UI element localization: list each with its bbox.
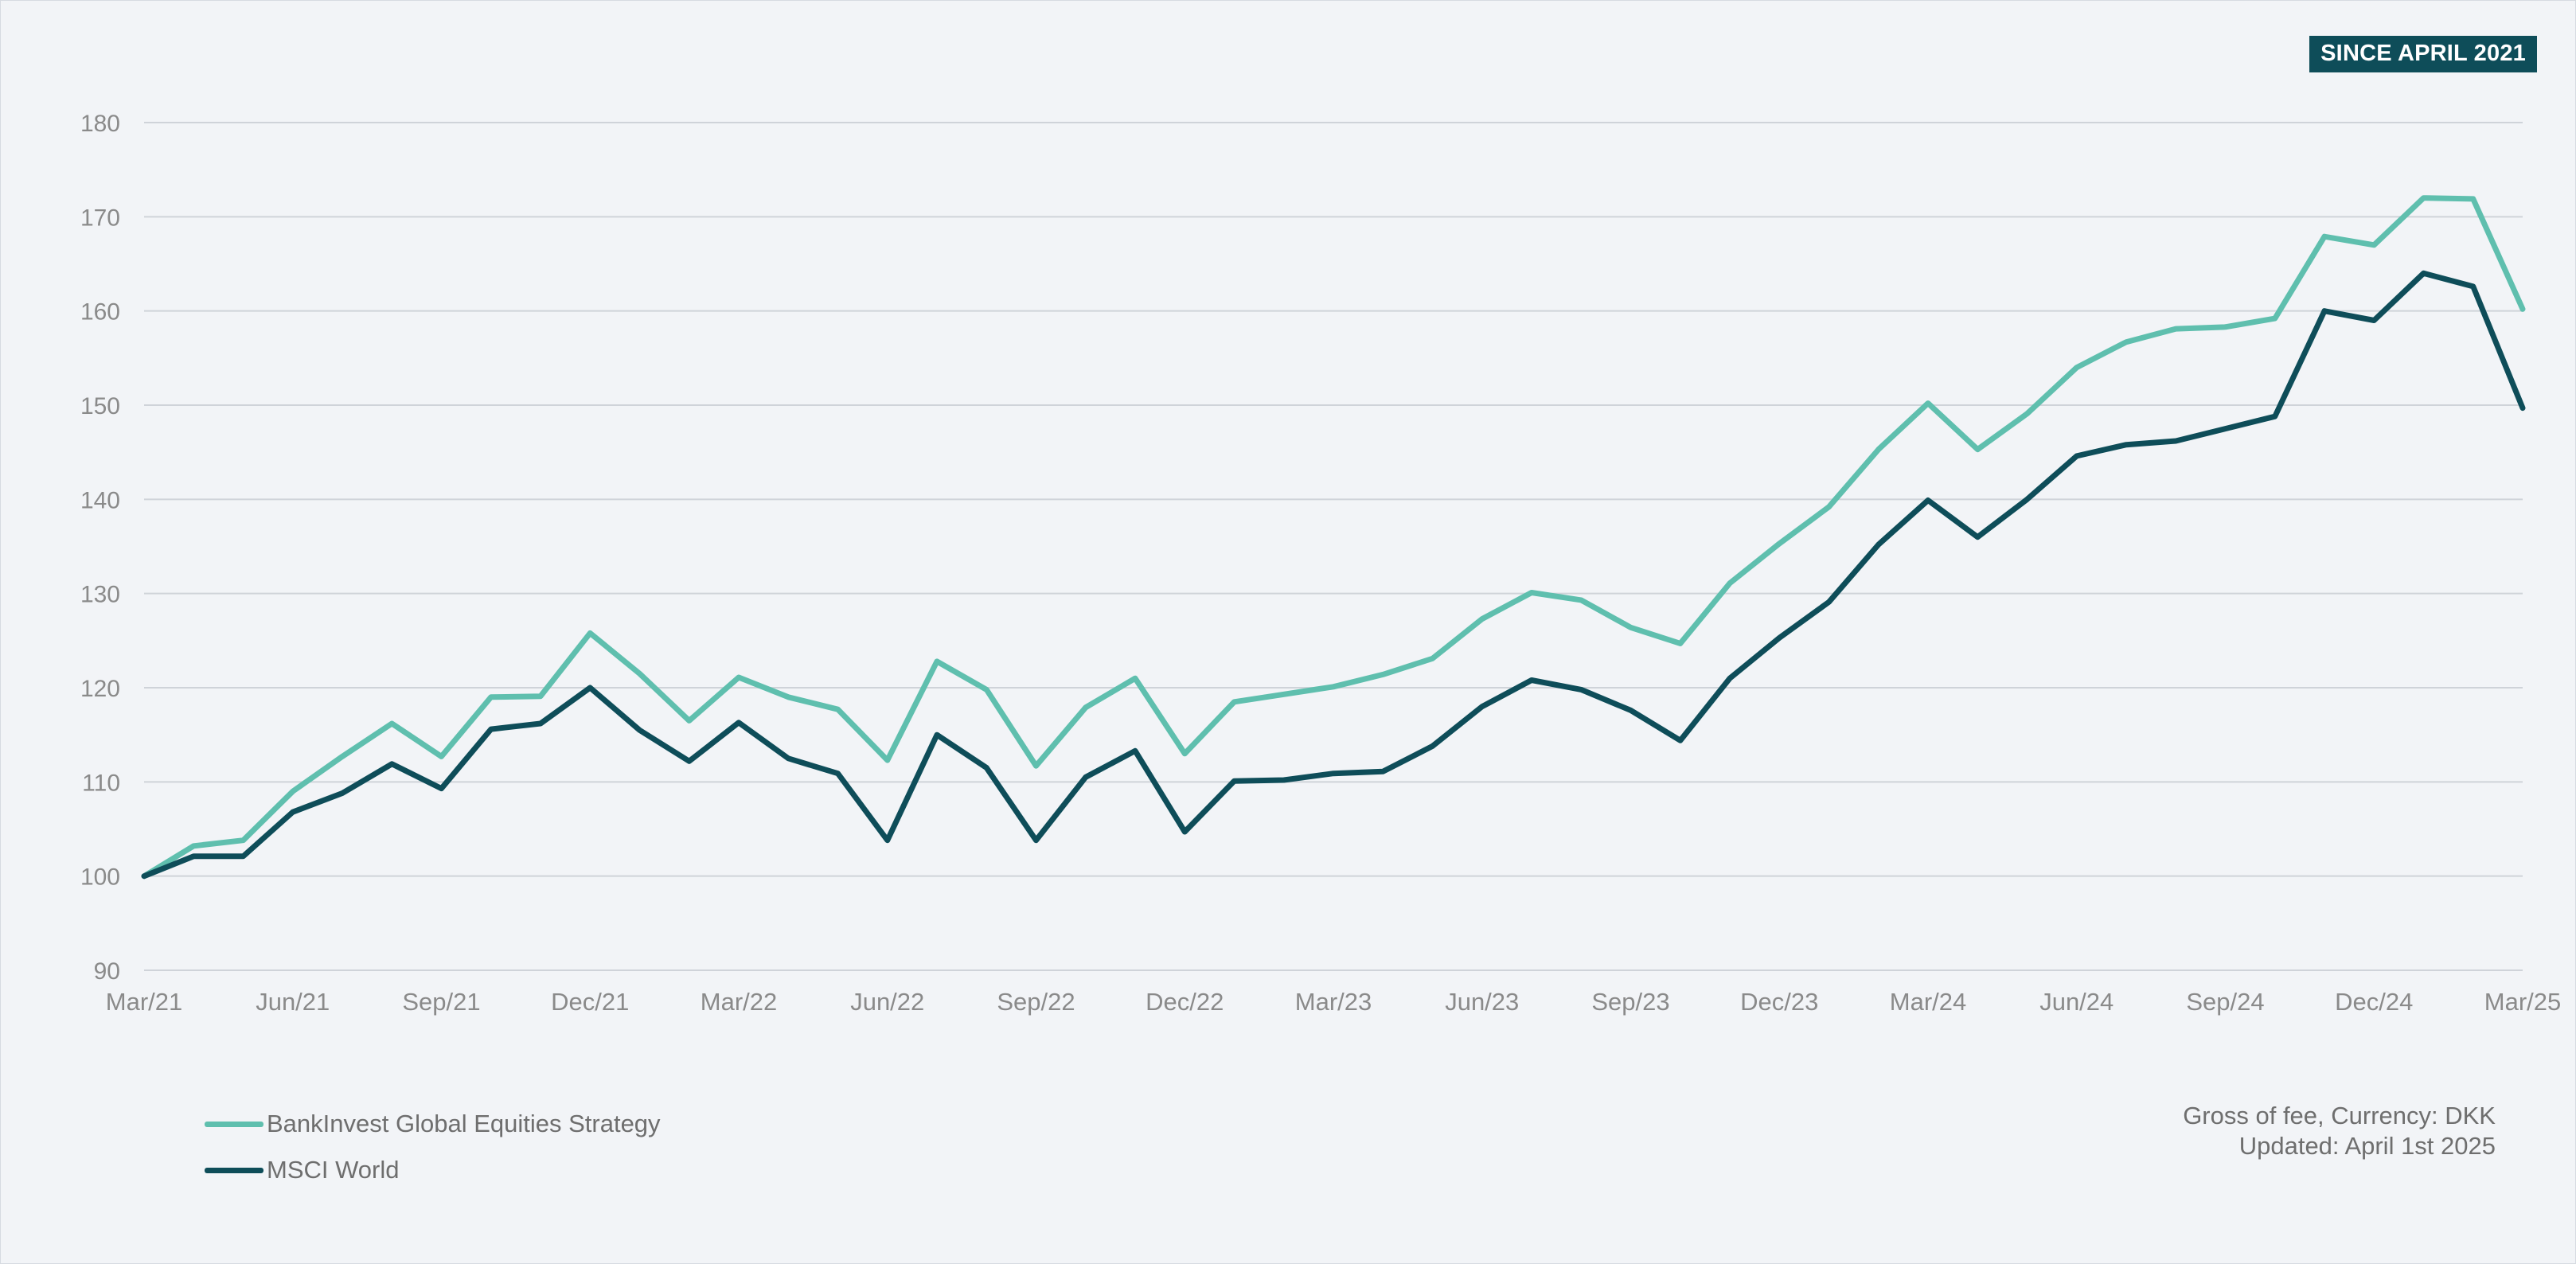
- x-tick-label: Sep/24: [2186, 988, 2264, 1016]
- legend-swatch-msci: [205, 1167, 263, 1173]
- legend-swatch-strategy: [205, 1121, 263, 1127]
- y-tick-label: 100: [80, 864, 120, 891]
- x-tick-label: Jun/21: [256, 988, 330, 1016]
- y-tick-label: 110: [82, 770, 120, 796]
- y-axis-ticks: 90 100 110 120 130 140 150 160 170 180: [80, 111, 120, 985]
- x-tick-label: Jun/24: [2039, 988, 2113, 1016]
- x-tick-label: Mar/21: [106, 988, 182, 1016]
- series-line-strategy: [141, 195, 2526, 880]
- y-tick-label: 140: [80, 487, 120, 513]
- series-line-msci-world: [141, 270, 2526, 880]
- x-tick-label: Jun/23: [1445, 988, 1519, 1016]
- x-axis-ticks: Mar/21 Jun/21 Sep/21 Dec/21 Mar/22 Jun/22 Sep/…: [106, 988, 2561, 1016]
- gridlines: [144, 122, 2523, 971]
- fee-currency-note: Gross of fee, Currency: DKK: [2183, 1102, 2496, 1129]
- footnotes: Gross of fee, Currency: DKK Updated: Apr…: [2183, 1101, 2496, 1161]
- y-tick-label: 160: [80, 299, 120, 326]
- y-tick-label: 120: [80, 676, 120, 702]
- period-badge: SINCE APRIL 2021: [2309, 36, 2537, 72]
- y-tick-label: 170: [80, 205, 120, 231]
- x-tick-label: Dec/24: [2335, 988, 2413, 1016]
- legend: BankInvest Global Equities Strategy MSCI…: [205, 1101, 661, 1193]
- x-tick-label: Sep/23: [1591, 988, 1669, 1016]
- y-tick-label: 180: [80, 111, 120, 137]
- y-tick-label: 90: [94, 958, 120, 985]
- series-lines: [141, 195, 2526, 880]
- x-tick-label: Dec/23: [1740, 988, 1818, 1016]
- x-tick-label: Jun/22: [850, 988, 924, 1016]
- x-tick-label: Dec/22: [1146, 988, 1224, 1016]
- x-tick-label: Mar/24: [1890, 988, 1966, 1016]
- x-tick-label: Sep/22: [997, 988, 1075, 1016]
- x-tick-label: Dec/21: [551, 988, 629, 1016]
- x-tick-label: Mar/22: [701, 988, 777, 1016]
- legend-label-strategy: BankInvest Global Equities Strategy: [267, 1110, 661, 1137]
- legend-item-strategy: BankInvest Global Equities Strategy: [205, 1101, 661, 1147]
- line-chart: 90 100 110 120 130 140 150 160 170 180 Mar/21 Jun/…: [80, 111, 2561, 1016]
- x-tick-label: Sep/21: [402, 988, 480, 1016]
- legend-item-msci: MSCI World: [205, 1147, 661, 1193]
- updated-note: Updated: April 1st 2025: [2238, 1132, 2496, 1160]
- x-tick-label: Mar/25: [2484, 988, 2561, 1016]
- x-tick-label: Mar/23: [1295, 988, 1372, 1016]
- legend-label-msci: MSCI World: [267, 1156, 400, 1184]
- y-tick-label: 130: [80, 582, 120, 608]
- y-tick-label: 150: [80, 393, 120, 419]
